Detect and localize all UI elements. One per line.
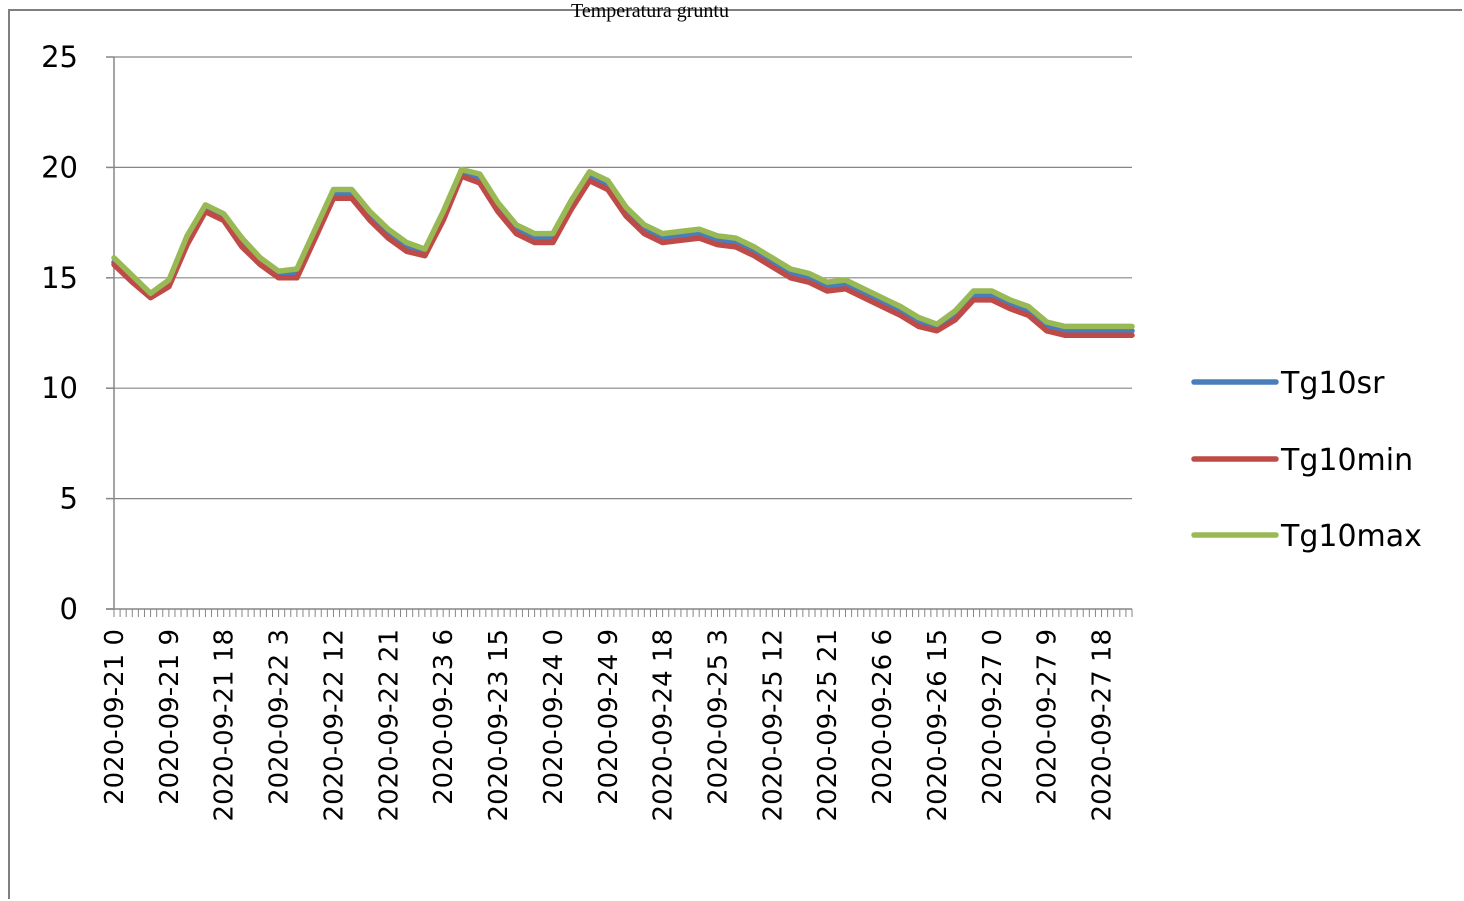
x-tick-label: 2020-09-25 12 — [758, 629, 788, 821]
y-tick-label: 20 — [41, 150, 78, 184]
y-tick-label: 25 — [41, 40, 78, 74]
legend: Tg10sr Tg10min Tg10max — [1191, 366, 1422, 554]
legend-label-tg10max: Tg10max — [1280, 519, 1422, 554]
x-tick-label: 2020-09-27 18 — [1088, 629, 1118, 821]
x-tick-labels: 2020-09-21 0 2020-09-21 9 2020-09-21 18 202… — [100, 629, 1118, 821]
x-tick-label: 2020-09-21 0 — [100, 629, 130, 805]
y-tick-label: 10 — [41, 371, 78, 405]
x-tick-label: 2020-09-21 9 — [155, 629, 185, 805]
x-tick-label: 2020-09-22 21 — [374, 629, 404, 821]
legend-label-tg10sr: Tg10sr — [1280, 366, 1385, 401]
series-line-tg10max — [111, 166, 1135, 330]
series-line-tg10sr — [111, 169, 1135, 334]
y-tick-label: 15 — [41, 261, 78, 295]
y-tick-label: 5 — [60, 482, 78, 516]
y-tick-labels: 0 5 10 15 20 25 — [41, 40, 78, 626]
gridlines — [114, 56, 1132, 500]
x-tick-label: 2020-09-24 9 — [594, 629, 624, 805]
x-tick-label: 2020-09-27 9 — [1033, 629, 1063, 805]
x-tick-label: 2020-09-24 0 — [539, 629, 569, 805]
x-tick-label: 2020-09-22 3 — [265, 629, 295, 805]
x-tick-label: 2020-09-23 15 — [484, 629, 514, 821]
x-tick-label: 2020-09-25 3 — [703, 629, 733, 805]
series-lines — [111, 166, 1135, 338]
x-tick-label: 2020-09-26 6 — [868, 629, 898, 805]
x-tick-label: 2020-09-25 21 — [813, 629, 843, 821]
axes — [106, 56, 1133, 617]
series-line-tg10min — [111, 173, 1135, 338]
x-tick-label: 2020-09-22 12 — [319, 629, 349, 821]
x-tick-label: 2020-09-27 0 — [978, 629, 1008, 805]
x-tick-label: 2020-09-26 15 — [923, 629, 953, 821]
x-tick-label: 2020-09-24 18 — [649, 629, 679, 821]
y-tick-label: 0 — [60, 592, 78, 626]
x-tick-label: 2020-09-23 6 — [429, 629, 459, 805]
x-tick-label: 2020-09-21 18 — [210, 629, 240, 821]
legend-label-tg10min: Tg10min — [1280, 443, 1413, 478]
chart-frame: Temperatura gruntu — [8, 0, 1462, 899]
chart-title: Temperatura gruntu — [571, 0, 729, 22]
